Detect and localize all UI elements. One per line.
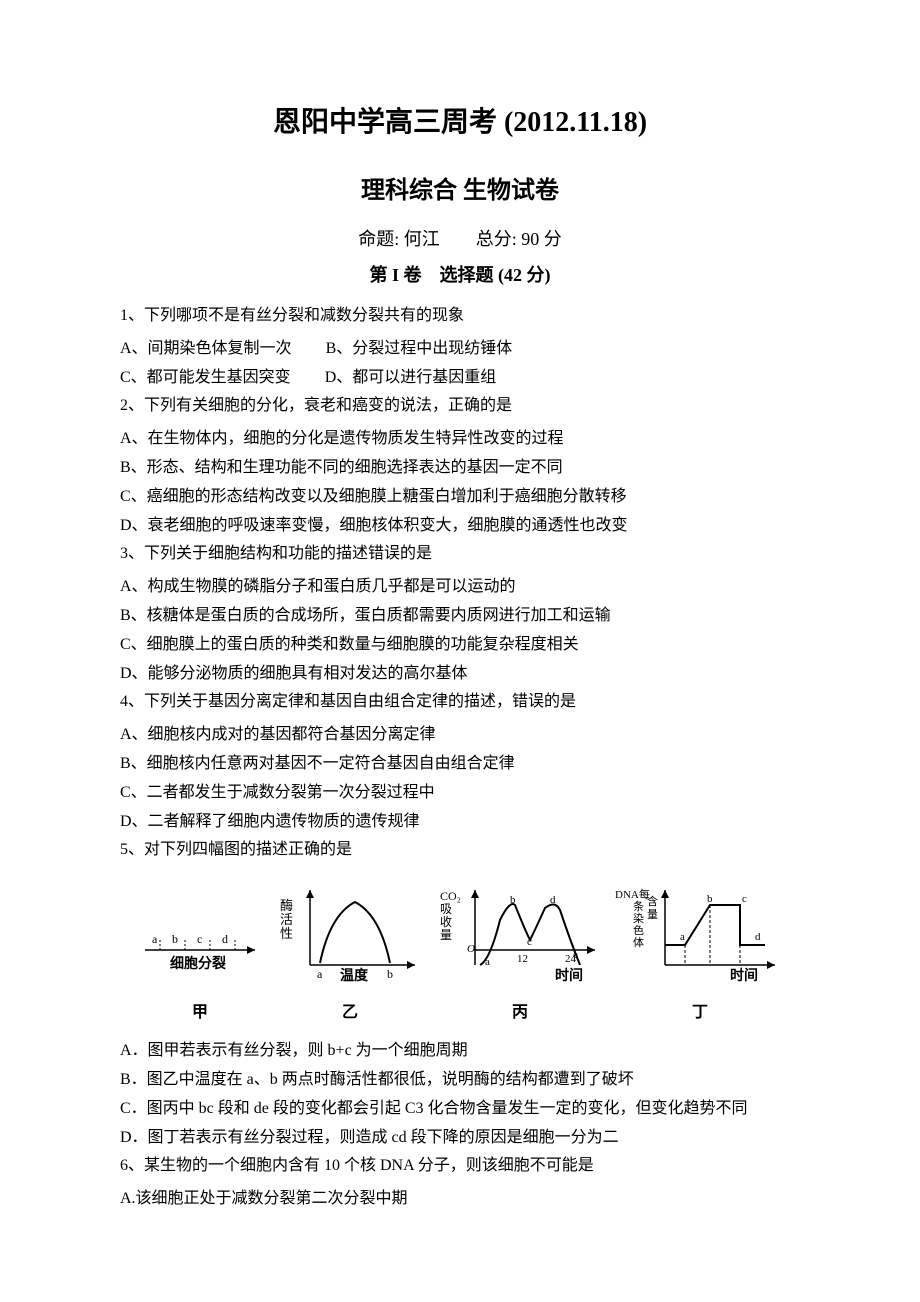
question-1-stem: 1、下列哪项不是有丝分裂和减数分裂共有的现象	[120, 302, 800, 331]
svg-text:c: c	[197, 932, 202, 946]
svg-text:细胞分裂: 细胞分裂	[170, 955, 226, 972]
question-1-option-c: C、都可能发生基因突变	[120, 364, 291, 393]
question-5-option-b: B．图乙中温度在 a、b 两点时酶活性都很低，说明酶的结构都遭到了破坏	[120, 1066, 800, 1095]
question-5-option-a: A．图甲若表示有丝分裂，则 b+c 为一个细胞周期	[120, 1037, 800, 1066]
question-3-option-c: C、细胞膜上的蛋白质的种类和数量与细胞膜的功能复杂程度相关	[120, 631, 800, 660]
svg-text:含: 含	[647, 894, 658, 908]
question-1-option-b: B、分裂过程中出现纺锤体	[326, 335, 513, 364]
figure-ding-label: 丁	[692, 998, 708, 1022]
question-1-option-d: D、都可以进行基因重组	[325, 364, 497, 393]
question-3-stem: 3、下列关于细胞结构和功能的描述错误的是	[120, 540, 800, 569]
svg-text:时间: 时间	[730, 967, 758, 984]
figure-bing-label: 丙	[512, 998, 528, 1022]
svg-text:a: a	[680, 931, 685, 943]
question-3-option-a: A、构成生物膜的磷脂分子和蛋白质几乎都是可以运动的	[120, 573, 800, 602]
sub-title: 理科综合 生物试卷	[120, 170, 800, 205]
svg-text:b: b	[510, 894, 516, 906]
figure-jia-label: 甲	[192, 998, 208, 1022]
svg-text:a: a	[152, 932, 158, 946]
svg-text:d: d	[755, 931, 761, 943]
figure-jia-svg: a b c d 细胞分裂	[135, 910, 265, 990]
question-2-option-d: D、衰老细胞的呼吸速率变慢，细胞核体积变大，细胞膜的通透性也改变	[120, 512, 800, 541]
svg-text:b: b	[387, 967, 393, 981]
question-5-option-d: D．图丁若表示有丝分裂过程，则造成 cd 段下降的原因是细胞一分为二	[120, 1124, 800, 1153]
question-4-option-c: C、二者都发生于减数分裂第一次分裂过程中	[120, 779, 800, 808]
question-6-option-a: A.该细胞正处于减数分裂第二次分裂中期	[120, 1185, 800, 1214]
svg-text:d: d	[550, 894, 556, 906]
figure-ding-svg: DNA每 条 染 色 体 含 量 a b c d 时间	[615, 880, 785, 990]
question-2-stem: 2、下列有关细胞的分化，衰老和癌变的说法，正确的是	[120, 392, 800, 421]
svg-text:O: O	[467, 943, 475, 955]
svg-text:b: b	[172, 932, 178, 946]
question-3-option-d: D、能够分泌物质的细胞具有相对发达的高尔基体	[120, 660, 800, 689]
figure-bing-svg: CO₂ 吸 收 量 O a b c d e 12 24 时间	[435, 880, 605, 990]
question-3-option-b: B、核糖体是蛋白质的合成场所，蛋白质都需要内质网进行加工和运输	[120, 602, 800, 631]
section-header: 第 I 卷 选择题 (42 分)	[120, 261, 800, 287]
svg-text:24: 24	[565, 953, 577, 965]
figure-yi-label: 乙	[342, 998, 358, 1022]
svg-text:12: 12	[517, 953, 528, 965]
figure-ding: DNA每 条 染 色 体 含 量 a b c d 时间 丁	[615, 880, 785, 1022]
svg-text:a: a	[317, 967, 323, 981]
question-1-option-a: A、间期染色体复制一次	[120, 335, 292, 364]
question-4-option-d: D、二者解释了细胞内遗传物质的遗传规律	[120, 808, 800, 837]
svg-text:量: 量	[647, 908, 658, 921]
question-4-option-a: A、细胞核内成对的基因都符合基因分离定律	[120, 721, 800, 750]
question-2-option-a: A、在生物体内，细胞的分化是遗传物质发生特异性改变的过程	[120, 425, 800, 454]
svg-text:c: c	[742, 893, 747, 905]
question-5-option-c: C．图丙中 bc 段和 de 段的变化都会引起 C3 化合物含量发生一定的变化，…	[120, 1095, 800, 1124]
figures-row: a b c d 细胞分裂 甲 酶 活 性 a b 温度 乙	[120, 880, 800, 1022]
question-5-stem: 5、对下列四幅图的描述正确的是	[120, 836, 800, 865]
question-2-option-c: C、癌细胞的形态结构改变以及细胞膜上糖蛋白增加利于癌细胞分散转移	[120, 483, 800, 512]
meta-line: 命题: 何江 总分: 90 分	[120, 225, 800, 251]
question-2-option-b: B、形态、结构和生理功能不同的细胞选择表达的基因一定不同	[120, 454, 800, 483]
question-4-option-b: B、细胞核内任意两对基因不一定符合基因自由组合定律	[120, 750, 800, 779]
svg-text:温度: 温度	[340, 967, 369, 984]
figure-yi-ylabel: 酶 活 性	[280, 898, 296, 941]
main-title: 恩阳中学高三周考 (2012.11.18)	[120, 100, 800, 140]
svg-text:b: b	[707, 893, 713, 905]
svg-text:c: c	[527, 936, 532, 948]
figure-bing-ylabel: CO₂ 吸 收 量	[440, 889, 464, 942]
svg-text:a: a	[485, 956, 490, 968]
figure-yi: 酶 活 性 a b 温度 乙	[275, 880, 425, 1022]
svg-text:d: d	[222, 932, 228, 946]
figure-bing: CO₂ 吸 收 量 O a b c d e 12 24 时间 丙	[435, 880, 605, 1022]
question-4-stem: 4、下列关于基因分离定律和基因自由组合定律的描述，错误的是	[120, 688, 800, 717]
figure-yi-svg: 酶 活 性 a b 温度	[275, 880, 425, 990]
svg-text:时间: 时间	[555, 967, 583, 984]
question-6-stem: 6、某生物的一个细胞内含有 10 个核 DNA 分子，则该细胞不可能是	[120, 1152, 800, 1181]
figure-jia: a b c d 细胞分裂 甲	[135, 910, 265, 1022]
